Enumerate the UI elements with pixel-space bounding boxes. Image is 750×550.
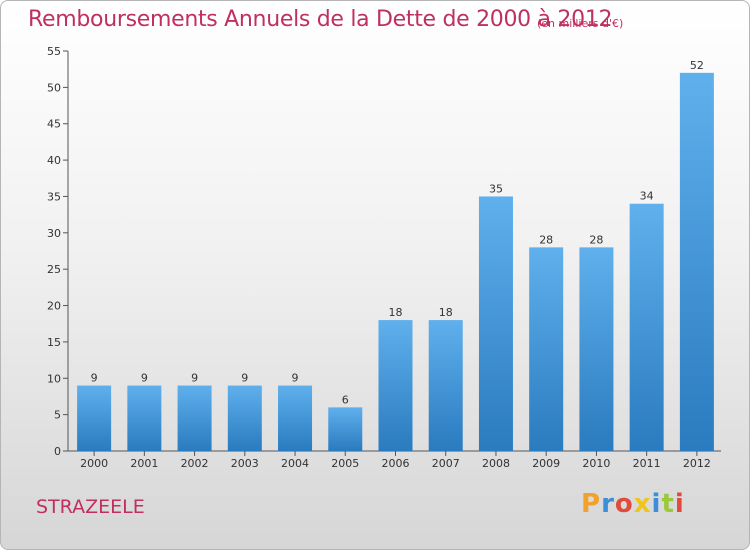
bar-value-label: 18 — [439, 306, 453, 319]
logo-letter: r — [601, 489, 615, 519]
bar-value-label: 9 — [241, 372, 248, 385]
x-tick-label: 2006 — [382, 457, 410, 470]
x-tick-label: 2011 — [633, 457, 661, 470]
chart-title: Remboursements Annuels de la Dette de 20… — [28, 7, 613, 32]
y-tick-label: 15 — [47, 336, 61, 349]
bar — [127, 385, 162, 451]
y-tick-label: 45 — [47, 118, 61, 131]
bar — [328, 407, 363, 451]
chart-subtitle: (en milliers d'€) — [537, 17, 624, 30]
bar-value-label: 18 — [389, 306, 403, 319]
x-tick-label: 2001 — [130, 457, 158, 470]
x-tick-label: 2002 — [181, 457, 209, 470]
x-tick-label: 2010 — [582, 457, 610, 470]
bar — [227, 385, 262, 451]
bar-value-label: 9 — [91, 372, 98, 385]
bar-value-label: 9 — [292, 372, 299, 385]
x-tick-label: 2012 — [683, 457, 711, 470]
y-tick-label: 40 — [47, 154, 61, 167]
y-tick-label: 35 — [47, 190, 61, 203]
bar-value-label: 28 — [539, 233, 553, 246]
x-tick-label: 2008 — [482, 457, 510, 470]
logo-letter: x — [633, 489, 652, 519]
y-tick-label: 50 — [47, 81, 61, 94]
bars: 9 9 9 9 9 6 18 18 35 28 28 34 52 — [77, 59, 714, 452]
y-tick-label: 25 — [47, 263, 61, 276]
y-tick-label: 10 — [47, 372, 61, 385]
bar — [278, 385, 313, 451]
y-tick-label: 0 — [54, 445, 61, 458]
bar — [529, 247, 564, 451]
logo-letter: t — [661, 489, 675, 519]
bar-value-label: 52 — [690, 59, 704, 72]
x-tick-label: 2009 — [532, 457, 560, 470]
y-tick-label: 55 — [47, 45, 61, 58]
logo-letter: o — [614, 489, 634, 519]
bar-value-label: 34 — [640, 190, 654, 203]
logo-letter: i — [651, 489, 662, 519]
bar — [177, 385, 212, 451]
x-tick-label: 2004 — [281, 457, 309, 470]
bar-value-label: 28 — [589, 233, 603, 246]
y-tick-label: 20 — [47, 300, 61, 313]
bar — [679, 72, 714, 452]
x-tick-label: 2007 — [432, 457, 460, 470]
proxiti-logo: Proxiti — [581, 489, 685, 519]
logo-letter: i — [674, 489, 685, 519]
bar-value-label: 35 — [489, 182, 503, 195]
y-tick-label: 30 — [47, 227, 61, 240]
x-tick-label: 2003 — [231, 457, 259, 470]
x-tick-label: 2005 — [331, 457, 359, 470]
x-tick-label: 2000 — [80, 457, 108, 470]
bar-value-label: 9 — [191, 372, 198, 385]
bar — [629, 203, 664, 451]
bar — [478, 196, 513, 451]
bar-value-label: 6 — [342, 393, 349, 406]
bar-value-label: 9 — [141, 372, 148, 385]
bar — [428, 320, 463, 451]
bar — [77, 385, 112, 451]
bar — [579, 247, 614, 451]
logo-letter: P — [581, 489, 602, 519]
town-name: STRAZEELE — [36, 496, 145, 518]
axes: 0 5 10 15 20 25 30 35 40 45 50 55 2000 2001 2002 2003 20… — [47, 45, 721, 470]
bar — [378, 320, 413, 451]
y-tick-label: 5 — [54, 409, 61, 422]
